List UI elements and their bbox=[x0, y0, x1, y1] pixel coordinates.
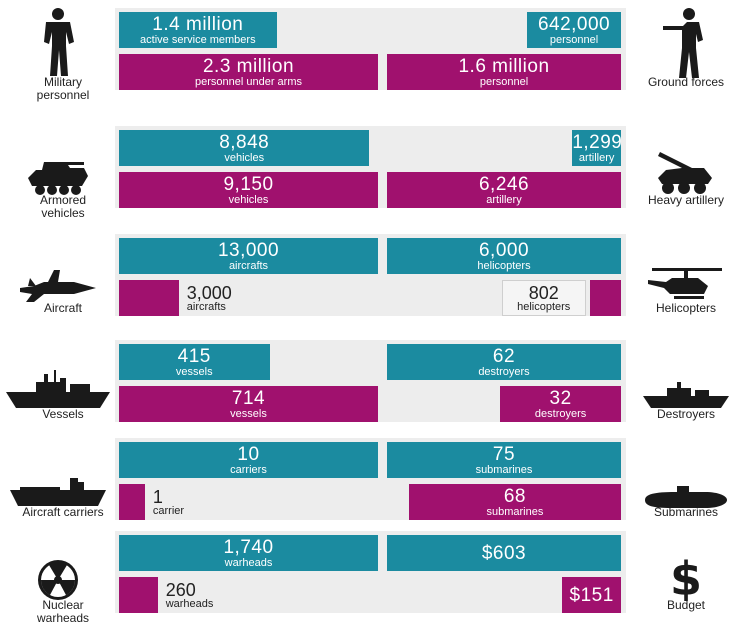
left-bar-usa: 415 vessels bbox=[119, 344, 270, 380]
bar-value-label: 6,246 bbox=[478, 173, 530, 195]
bar-value-label: 68 bbox=[503, 485, 526, 507]
bar-unit-label: personnel bbox=[549, 33, 599, 46]
bar-unit-label: submarines bbox=[475, 463, 533, 476]
category-label-right: Ground forces bbox=[647, 75, 725, 89]
bar-unit-label: artillery bbox=[486, 193, 522, 206]
bar-value-label: 75 bbox=[492, 443, 516, 465]
bar-unit-label: vessels bbox=[230, 407, 267, 420]
bar-value-label: 10 bbox=[237, 443, 260, 465]
category-label-right: Submarines bbox=[653, 505, 719, 519]
left-bar-usa: 10 carriers bbox=[119, 442, 378, 478]
category-label-left: Armored vehicles bbox=[39, 193, 86, 220]
bar-unit-label: personnel bbox=[479, 75, 529, 88]
category-label-right: Destroyers bbox=[656, 407, 715, 421]
bar-value-label: 3,000 bbox=[186, 282, 232, 303]
left-bar-russia: 714 vessels bbox=[119, 386, 378, 422]
right-bar-russia: 32 destroyers bbox=[500, 386, 621, 422]
radiation-icon bbox=[4, 535, 112, 601]
right-bar-russia: 1.6 million personnel bbox=[387, 54, 621, 90]
helicopter-icon bbox=[640, 238, 732, 304]
left-bar-usa: 1.4 million active service members bbox=[119, 12, 277, 48]
bar-value-label: 1.6 million bbox=[458, 55, 550, 77]
category-label-left: Vessels bbox=[42, 407, 84, 421]
bar-unit-label: vehicles bbox=[224, 151, 265, 164]
bar-value-label: $151 bbox=[569, 584, 614, 606]
right-bar-usa: $603 bbox=[387, 535, 621, 571]
bar-unit-label: aircrafts bbox=[228, 259, 269, 272]
artillery-icon bbox=[640, 130, 732, 196]
right-bar-usa: 1,299 artillery bbox=[572, 130, 621, 166]
bar-value-label: 260 bbox=[165, 579, 196, 600]
bar-value-label: 13,000 bbox=[217, 239, 280, 261]
fighter-jet-icon bbox=[4, 238, 112, 304]
left-bar-usa: 13,000 aircrafts bbox=[119, 238, 378, 274]
category-label-right: Heavy artillery bbox=[647, 193, 725, 207]
bar-unit-label: carrier bbox=[152, 504, 185, 517]
dollar-icon: $ bbox=[640, 535, 732, 601]
bar-value-label: 1,740 bbox=[223, 536, 274, 558]
destroyer-icon bbox=[640, 344, 732, 410]
category-label-left: Military personnel bbox=[36, 75, 90, 102]
warship-icon bbox=[4, 344, 112, 410]
category-label-right: Budget bbox=[666, 598, 706, 612]
bar-unit-label: vehicles bbox=[228, 193, 269, 206]
bar-value-label: 2.3 million bbox=[202, 55, 295, 77]
bar-unit-label: destroyers bbox=[534, 407, 587, 420]
bar-value-label: 415 bbox=[177, 345, 211, 367]
bar-unit-label: carriers bbox=[230, 463, 267, 476]
bar-label-outside: 260 warheads bbox=[166, 577, 214, 613]
category-label-left: Nuclear warheads bbox=[36, 598, 90, 625]
right-bar-usa: 6,000 helicopters bbox=[387, 238, 621, 274]
soldier-icon bbox=[4, 8, 112, 78]
rifleman-icon bbox=[640, 8, 732, 78]
right-bar-usa: 75 submarines bbox=[387, 442, 621, 478]
bar-value-label: 6,000 bbox=[478, 239, 530, 261]
aircraft-carrier-icon bbox=[4, 442, 112, 508]
right-bar-russia: 68 submarines bbox=[408, 484, 621, 520]
bar-unit-label: helicopters bbox=[517, 300, 571, 313]
right-bar-russia bbox=[589, 280, 621, 316]
right-bar-russia: $151 bbox=[562, 577, 621, 613]
bar-unit-label: warheads bbox=[165, 597, 214, 610]
bar-value-label: 802 bbox=[528, 282, 559, 303]
bar-value-label: $603 bbox=[481, 542, 527, 564]
category-label-left: Aircraft bbox=[43, 301, 82, 315]
bar-unit-label: artillery bbox=[578, 151, 615, 164]
left-bar-russia bbox=[119, 577, 158, 613]
bar-value-label: 32 bbox=[549, 387, 572, 409]
bar-value-label: 9,150 bbox=[223, 173, 274, 195]
category-label-left: Aircraft carriers bbox=[22, 505, 104, 519]
bar-label-outside: 1 carrier bbox=[153, 484, 184, 520]
left-bar-russia bbox=[119, 280, 179, 316]
bar-value-label: 8,848 bbox=[219, 131, 270, 153]
bar-unit-label: destroyers bbox=[478, 365, 530, 378]
bar-unit-label: personnel under arms bbox=[194, 75, 302, 88]
svg-text:$: $ bbox=[670, 552, 702, 601]
bar-label-outside: 802 helicopters bbox=[501, 280, 586, 316]
left-bar-russia: 2.3 million personnel under arms bbox=[119, 54, 378, 90]
bar-value-label: 714 bbox=[231, 387, 266, 409]
right-bar-usa: 642,000 personnel bbox=[527, 12, 621, 48]
bar-unit-label: aircrafts bbox=[186, 300, 226, 313]
right-bar-russia: 6,246 artillery bbox=[387, 172, 621, 208]
left-bar-russia bbox=[119, 484, 145, 520]
bar-unit-label: warheads bbox=[224, 556, 273, 569]
bar-unit-label: submarines bbox=[486, 505, 544, 518]
left-bar-russia: 9,150 vehicles bbox=[119, 172, 378, 208]
bar-value-label: 1.4 million bbox=[152, 13, 244, 35]
bar-unit-label: active service members bbox=[140, 33, 256, 46]
bar-value-label: 642,000 bbox=[537, 13, 611, 35]
bar-value-label: 1,299 bbox=[572, 131, 621, 153]
left-bar-usa: 8,848 vehicles bbox=[119, 130, 370, 166]
submarine-icon bbox=[640, 442, 732, 508]
right-bar-usa: 62 destroyers bbox=[387, 344, 621, 380]
category-label-right: Helicopters bbox=[655, 301, 717, 315]
bar-value-label: 62 bbox=[492, 345, 516, 367]
bar-value-label: 1 bbox=[152, 486, 163, 507]
bar-unit-label: vessels bbox=[175, 365, 213, 378]
left-bar-usa: 1,740 warheads bbox=[119, 535, 378, 571]
bar-label-outside: 3,000 aircrafts bbox=[187, 280, 232, 316]
armored-vehicle-icon bbox=[4, 130, 112, 196]
bar-unit-label: helicopters bbox=[477, 259, 531, 272]
